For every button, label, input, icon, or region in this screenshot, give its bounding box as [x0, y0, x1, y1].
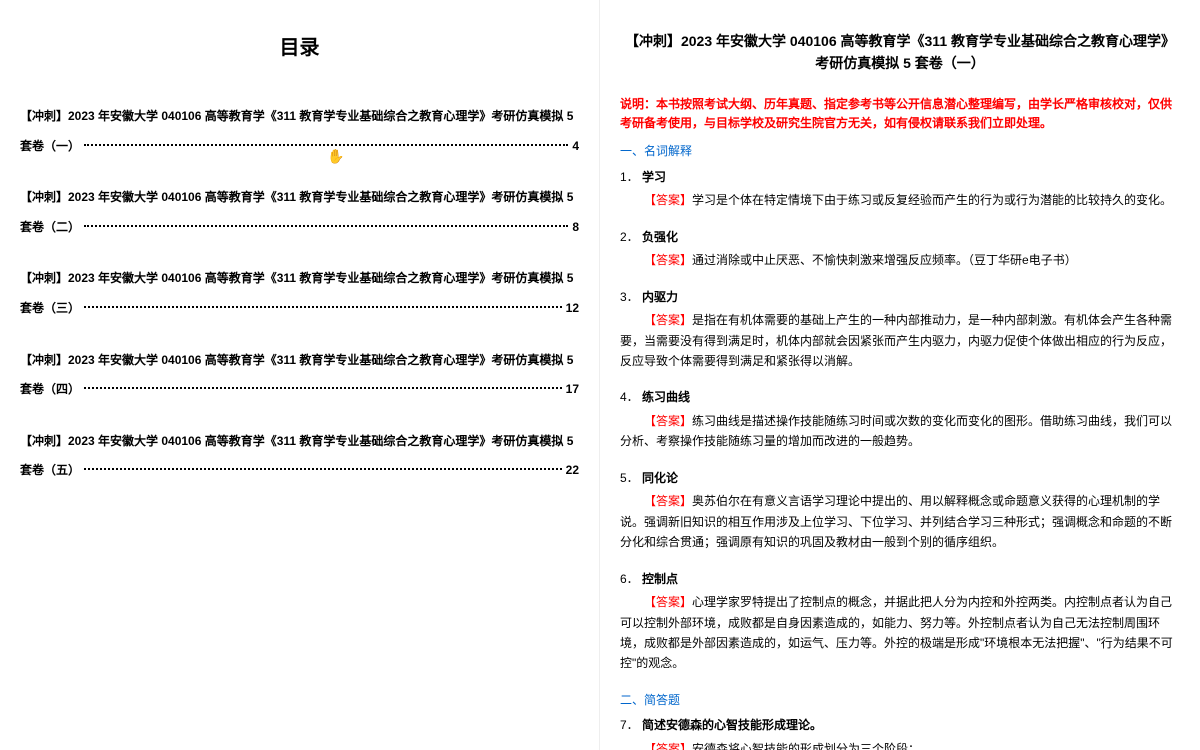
answer-2: 【答案】通过消除或中止厌恶、不愉快刺激来增强反应频率。（豆丁华研e电子书）	[620, 250, 1180, 270]
qa-block-1: 1． 学习 【答案】学习是个体在特定情境下由于练习或反复经验而产生的行为或行为潜…	[620, 167, 1180, 211]
question-1: 1． 学习	[620, 167, 1180, 189]
qa-block-2: 2． 负强化 【答案】通过消除或中止厌恶、不愉快刺激来增强反应频率。（豆丁华研e…	[620, 227, 1180, 271]
notice-text: 说明：本书按照考试大纲、历年真题、指定参考书等公开信息潜心整理编写，由学长严格审…	[620, 95, 1180, 133]
question-6: 6． 控制点	[620, 569, 1180, 591]
question-3: 3． 内驱力	[620, 287, 1180, 309]
toc-item-suffix: 套卷（五）	[20, 460, 80, 482]
qa-block-4: 4． 练习曲线 【答案】练习曲线是描述操作技能随练习时间或次数的变化而变化的图形…	[620, 387, 1180, 451]
toc-page-number: 22	[566, 460, 579, 482]
content-title-line1: 【冲刺】2023 年安徽大学 040106 高等教育学《311 教育学专业基础综…	[620, 30, 1180, 52]
toc-item-suffix: 套卷（二）	[20, 217, 80, 239]
qa-block-6: 6． 控制点 【答案】心理学家罗特提出了控制点的概念，并据此把人分为内控和外控两…	[620, 569, 1180, 674]
answer-7: 【答案】安德森将心智技能的形成划分为三个阶段：	[620, 739, 1180, 750]
toc-entry-4: 【冲刺】2023 年安徽大学 040106 高等教育学《311 教育学专业基础综…	[20, 350, 579, 401]
toc-item-suffix: 套卷（四）	[20, 379, 80, 401]
toc-dots	[84, 144, 568, 146]
question-5: 5． 同化论	[620, 468, 1180, 490]
answer-4: 【答案】练习曲线是描述操作技能随练习时间或次数的变化而变化的图形。借助练习曲线，…	[620, 411, 1180, 452]
toc-entry-1: 【冲刺】2023 年安徽大学 040106 高等教育学《311 教育学专业基础综…	[20, 106, 579, 157]
content-title-line2: 考研仿真模拟 5 套卷（一）	[620, 52, 1180, 74]
toc-item-title: 【冲刺】2023 年安徽大学 040106 高等教育学《311 教育学专业基础综…	[20, 268, 579, 290]
toc-item-title: 【冲刺】2023 年安徽大学 040106 高等教育学《311 教育学专业基础综…	[20, 187, 579, 209]
toc-dots	[84, 306, 562, 308]
section-header-2: 二、简答题	[620, 690, 1180, 712]
question-7: 7． 简述安德森的心智技能形成理论。	[620, 715, 1180, 737]
toc-page-number: 4	[572, 136, 579, 158]
toc-entry-3: 【冲刺】2023 年安徽大学 040106 高等教育学《311 教育学专业基础综…	[20, 268, 579, 319]
qa-block-3: 3． 内驱力 【答案】是指在有机体需要的基础上产生的一种内部推动力，是一种内部刺…	[620, 287, 1180, 372]
content-title: 【冲刺】2023 年安徽大学 040106 高等教育学《311 教育学专业基础综…	[620, 30, 1180, 75]
qa-block-7: 7． 简述安德森的心智技能形成理论。 【答案】安德森将心智技能的形成划分为三个阶…	[620, 715, 1180, 750]
question-2: 2． 负强化	[620, 227, 1180, 249]
content-page: 【冲刺】2023 年安徽大学 040106 高等教育学《311 教育学专业基础综…	[600, 0, 1200, 750]
toc-page-number: 17	[566, 379, 579, 401]
toc-item-title: 【冲刺】2023 年安徽大学 040106 高等教育学《311 教育学专业基础综…	[20, 350, 579, 372]
toc-item-title: 【冲刺】2023 年安徽大学 040106 高等教育学《311 教育学专业基础综…	[20, 431, 579, 453]
toc-item-title: 【冲刺】2023 年安徽大学 040106 高等教育学《311 教育学专业基础综…	[20, 106, 579, 128]
toc-item-suffix: 套卷（一）	[20, 136, 80, 158]
answer-5: 【答案】奥苏伯尔在有意义言语学习理论中提出的、用以解释概念或命题意义获得的心理机…	[620, 491, 1180, 552]
toc-page-number: 8	[572, 217, 579, 239]
section-header-1: 一、名词解释	[620, 141, 1180, 163]
toc-item-suffix: 套卷（三）	[20, 298, 80, 320]
toc-dots	[84, 468, 562, 470]
toc-title: 目录	[20, 30, 579, 66]
toc-page: 目录 【冲刺】2023 年安徽大学 040106 高等教育学《311 教育学专业…	[0, 0, 600, 750]
toc-dots	[84, 225, 568, 227]
toc-dots	[84, 387, 562, 389]
toc-entry-5: 【冲刺】2023 年安徽大学 040106 高等教育学《311 教育学专业基础综…	[20, 431, 579, 482]
answer-3: 【答案】是指在有机体需要的基础上产生的一种内部推动力，是一种内部刺激。有机体会产…	[620, 310, 1180, 371]
question-4: 4． 练习曲线	[620, 387, 1180, 409]
toc-entry-2: 【冲刺】2023 年安徽大学 040106 高等教育学《311 教育学专业基础综…	[20, 187, 579, 238]
qa-block-5: 5． 同化论 【答案】奥苏伯尔在有意义言语学习理论中提出的、用以解释概念或命题意…	[620, 468, 1180, 553]
toc-page-number: 12	[566, 298, 579, 320]
answer-1: 【答案】学习是个体在特定情境下由于练习或反复经验而产生的行为或行为潜能的比较持久…	[620, 190, 1180, 210]
answer-6: 【答案】心理学家罗特提出了控制点的概念，并据此把人分为内控和外控两类。内控制点者…	[620, 592, 1180, 674]
